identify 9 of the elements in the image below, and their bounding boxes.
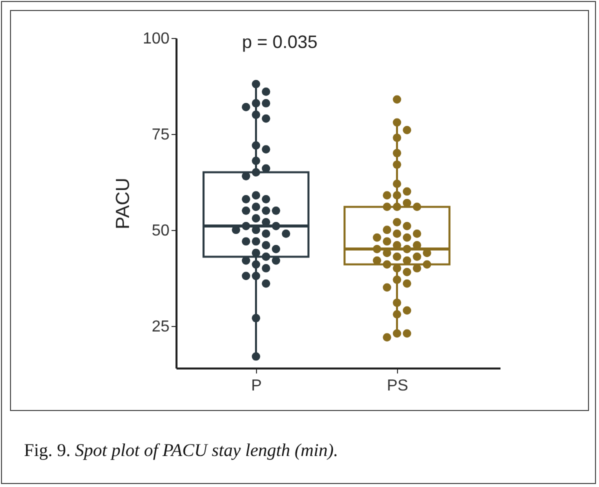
annotation: p = 0.035 (242, 32, 318, 52)
y-tick-label: 75 (152, 126, 170, 144)
x-tick-label: PS (386, 378, 408, 394)
x-tick-label: P (251, 378, 262, 394)
caption: Fig. 9. Spot plot of PACU stay length (min). (24, 440, 338, 460)
y-tick-label: 100 (142, 30, 170, 48)
y-axis-title: PACU (112, 178, 134, 230)
y-tick-label: 50 (152, 222, 170, 240)
y-tick-label: 25 (152, 318, 170, 336)
